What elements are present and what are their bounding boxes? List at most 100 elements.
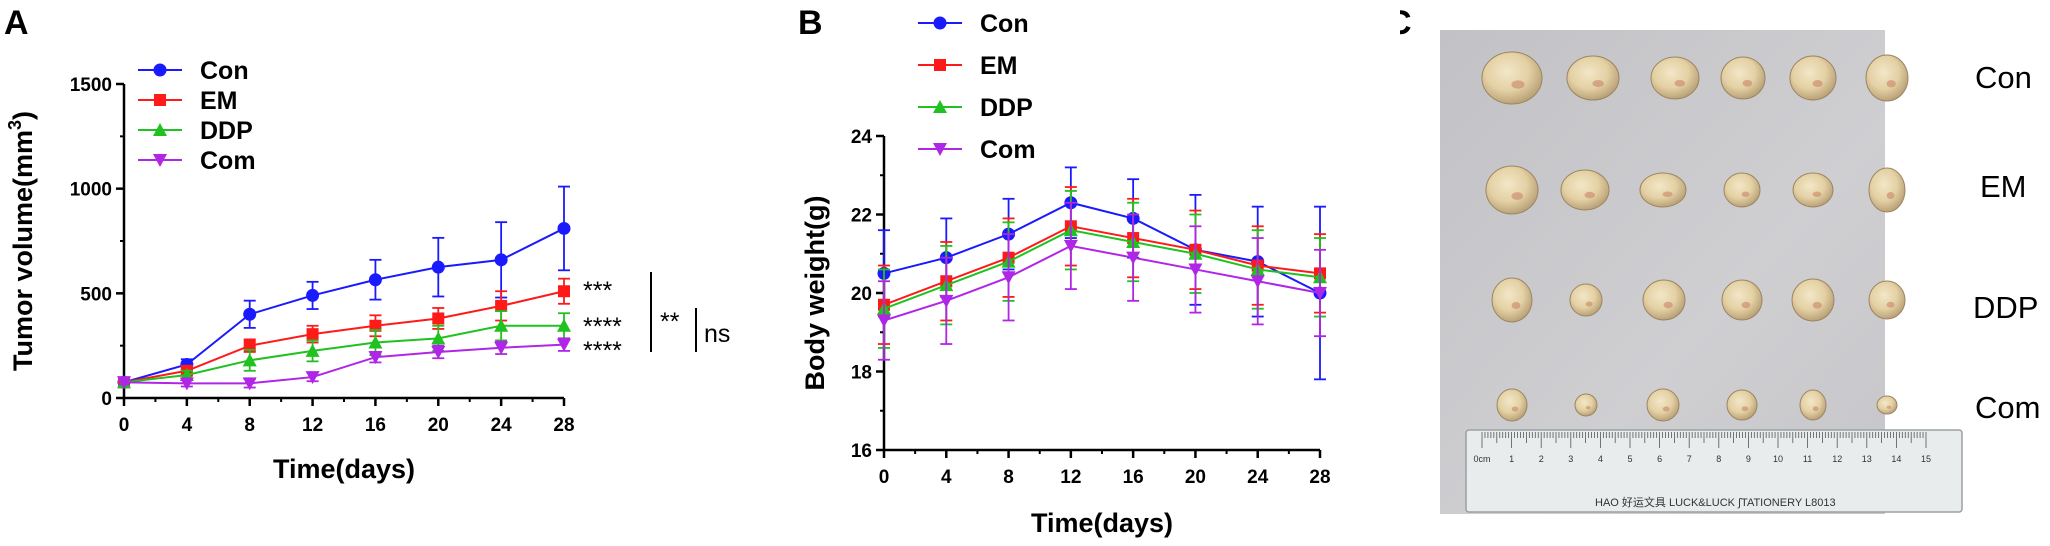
tumor-vessel-spot [1886, 191, 1895, 200]
sig-com-label: **** [583, 337, 622, 365]
ruler-number: 11 [1803, 454, 1812, 464]
a-data-point [431, 345, 446, 359]
a-legend-label: Com [200, 147, 256, 175]
a-legend-marker [153, 63, 167, 77]
a-x-tick-label: 4 [182, 415, 193, 436]
a-data-point [494, 318, 509, 332]
tumor-vessel-spot [1812, 79, 1823, 88]
b-y-tick-label: 24 [851, 127, 873, 148]
b-x-axis-title: Time(days) [1031, 508, 1173, 538]
tumor-photo-samples [1481, 51, 1909, 422]
ruler-ticks: 0cm 1 2 3 4 5 6 7 8 9 10 11 12 13 14 15 [1473, 432, 1931, 464]
a-x-tick-label: 16 [365, 415, 386, 436]
a-data-point [558, 285, 570, 298]
a-x-axis-title: Time(days) [273, 454, 415, 484]
b-x-tick-label: 20 [1185, 467, 1206, 488]
a-legend-marker [154, 94, 166, 106]
ruler-number: 6 [1657, 454, 1662, 464]
tumor-sample [1650, 56, 1700, 100]
tumor-vessel-spot [1741, 191, 1750, 197]
a-data-point [431, 331, 446, 345]
tumor-vessel-spot [1741, 301, 1751, 309]
a-data-point [432, 312, 445, 325]
tumor-sample [1569, 283, 1603, 317]
b-x-tick-label: 16 [1123, 467, 1144, 488]
a-data-point [305, 371, 320, 385]
b-data-point [1126, 251, 1141, 265]
b-data-point [939, 294, 954, 308]
ruler-number: 0cm [1473, 454, 1490, 464]
b-x-tick-label: 12 [1060, 467, 1081, 488]
a-data-point [369, 319, 382, 332]
sig-bracket-inner-label: ** [660, 308, 680, 336]
tumor-sample [1876, 395, 1898, 415]
ruler-number: 15 [1921, 454, 1931, 464]
a-series-line [123, 227, 565, 384]
a-series-em [118, 277, 570, 389]
row-label-com: Com [1975, 390, 2040, 425]
ruler-number: 3 [1568, 454, 1573, 464]
ruler-brand-text: HAO 好运文具 LUCK&LUCK ∫TATIONERY L8013 [1595, 495, 1836, 509]
ruler-number: 5 [1627, 454, 1632, 464]
b-x-tick-label: 0 [879, 467, 890, 488]
b-y-axis-title: Body weight(g) [800, 196, 830, 391]
a-legend-label: DDP [200, 117, 253, 145]
b-y-tick-label: 20 [851, 284, 872, 305]
tumor-vessel-spot [1741, 406, 1749, 412]
b-legend-label: EM [980, 52, 1018, 80]
a-x-tick-label: 12 [302, 415, 323, 436]
panel-a-series [117, 185, 571, 391]
tumor-vessel-spot [1886, 301, 1895, 308]
a-x-tick-label: 28 [553, 415, 574, 436]
tumor-sample [1865, 54, 1909, 102]
row-label-con: Con [1975, 60, 2032, 95]
a-y-tick-label: 1500 [70, 75, 112, 96]
b-x-tick-label: 4 [941, 467, 952, 488]
tumor-sample [1799, 389, 1827, 421]
a-series-line [123, 324, 564, 384]
b-series-com [877, 201, 1327, 361]
tumor-sample [1639, 172, 1687, 208]
tumor-sample [1721, 279, 1763, 321]
tumor-vessel-spot [1511, 301, 1521, 310]
tumor-vessel-spot [1585, 301, 1593, 307]
tumor-sample [1642, 279, 1686, 321]
a-data-point [117, 376, 131, 390]
a-y-tick-label: 1000 [70, 180, 112, 201]
tumor-vessel-spot [1742, 79, 1753, 87]
a-legend-label: Con [200, 57, 249, 85]
sig-em-label: *** [583, 277, 612, 305]
tumor-sample [1868, 167, 1906, 213]
b-series-line [883, 229, 1321, 310]
tumor-sample [1491, 277, 1533, 323]
tumor-sample [1791, 278, 1835, 322]
row-label-ddp: DDP [1973, 290, 2038, 325]
b-legend-item-ddp: DDP [918, 94, 1033, 122]
tumor-vessel-spot [1812, 191, 1822, 197]
a-data-point [242, 353, 257, 367]
tumor-sample [1720, 56, 1766, 100]
panel-a-significance: *** **** **** ** ns [583, 272, 730, 365]
tumor-vessel-spot [1812, 301, 1822, 309]
tumor-vessel-spot [1511, 192, 1523, 200]
a-legend-item-ddp: DDP [138, 117, 253, 145]
tumor-vessel-spot [1511, 406, 1519, 412]
tumor-vessel-spot [1886, 405, 1892, 409]
b-legend-marker [933, 143, 947, 156]
b-series-line [883, 201, 1321, 294]
panel-b-axes: 16 18 20 22 24 0 4 8 12 16 20 24 28 Time(days) Body we… [800, 127, 1331, 538]
a-data-point [368, 335, 383, 349]
a-data-point [306, 288, 320, 302]
a-data-point [494, 253, 508, 267]
a-x-tick-label: 0 [119, 415, 130, 436]
ruler-number: 13 [1862, 454, 1872, 464]
tumor-vessel-spot [1585, 405, 1591, 410]
a-x-tick-label: 24 [491, 415, 513, 436]
tumor-vessel-spot [1674, 79, 1686, 87]
tumor-sample [1868, 280, 1906, 320]
panel-a-letter: A [4, 4, 29, 42]
tumor-vessel-spot [1662, 191, 1673, 197]
b-data-point [1188, 263, 1203, 277]
a-legend-marker [153, 123, 167, 136]
ruler-number: 10 [1773, 454, 1783, 464]
